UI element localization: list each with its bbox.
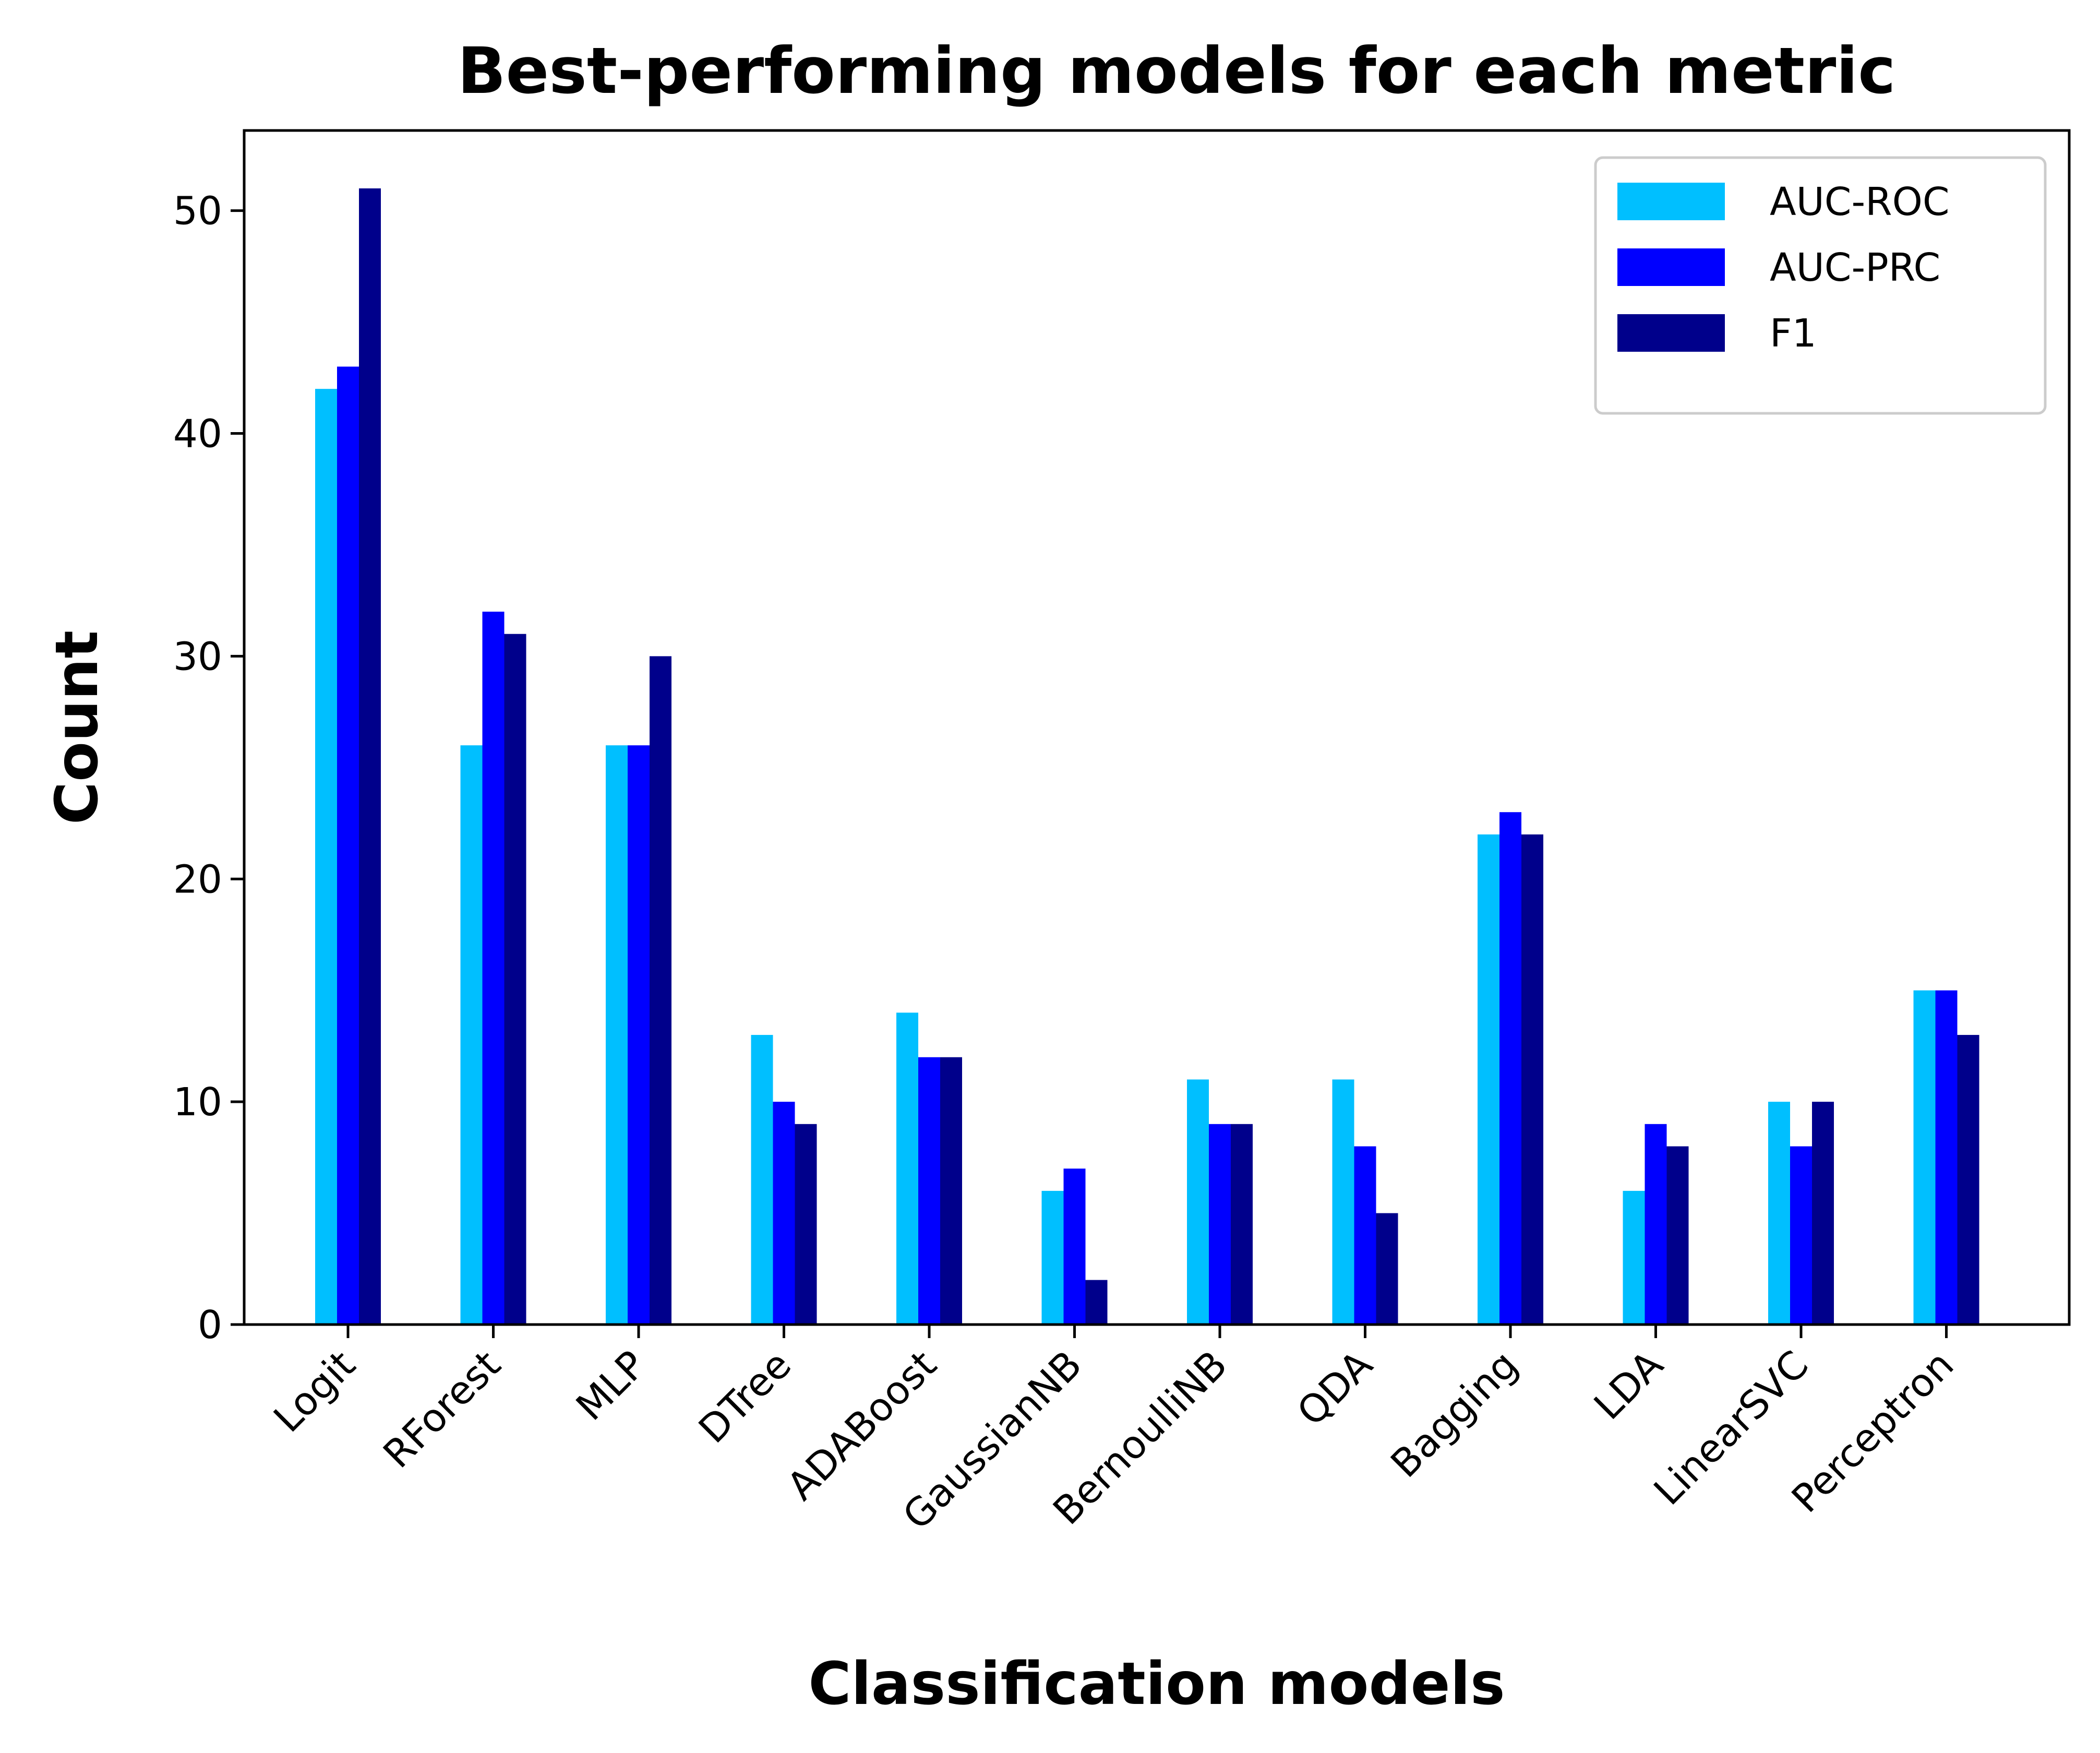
x-tick-label: Logit bbox=[265, 1342, 364, 1441]
plot-frame bbox=[243, 129, 2071, 1326]
bar-lda-f1 bbox=[1666, 1146, 1689, 1325]
bar-linearsvc-auc-roc bbox=[1768, 1102, 1790, 1325]
legend-swatch bbox=[1617, 314, 1725, 352]
y-tick-label: 40 bbox=[173, 412, 222, 457]
bar-logit-auc-prc bbox=[337, 366, 359, 1325]
bar-lda-auc-roc bbox=[1623, 1190, 1645, 1325]
bar-mlp-auc-prc bbox=[628, 745, 650, 1325]
bar-bagging-auc-prc bbox=[1499, 812, 1521, 1325]
bar-linearsvc-auc-prc bbox=[1790, 1146, 1812, 1325]
bar-bernoullinb-auc-prc bbox=[1209, 1124, 1231, 1325]
x-axis-label: Classification models bbox=[808, 1650, 1505, 1718]
bar-dtree-auc-roc bbox=[751, 1035, 773, 1325]
chart-title: Best-performing models for each metric bbox=[458, 34, 1896, 108]
x-axis: Logit RForest MLP DTreeADABoostGaussianNBBe… bbox=[265, 1325, 1962, 1539]
bar-bagging-auc-roc bbox=[1478, 834, 1499, 1325]
bars-layer bbox=[315, 188, 1979, 1325]
bar-rforest-auc-roc bbox=[460, 745, 483, 1325]
legend: AUC-ROC AUC-PRC F1 bbox=[1594, 156, 2047, 415]
y-tick-label: 10 bbox=[173, 1080, 222, 1125]
legend-label: F1 bbox=[1770, 311, 1817, 356]
x-tick-label: LDA bbox=[1586, 1342, 1672, 1428]
bar-gaussiannb-auc-prc bbox=[1063, 1168, 1086, 1325]
x-tick-label: QDA bbox=[1289, 1342, 1381, 1435]
bar-gaussiannb-auc-roc bbox=[1041, 1190, 1064, 1325]
legend-swatch bbox=[1617, 248, 1725, 286]
bar-qda-f1 bbox=[1376, 1213, 1398, 1325]
x-tick-label: MLP bbox=[568, 1342, 655, 1429]
bar-lda-auc-prc bbox=[1645, 1124, 1667, 1325]
bar-bernoullinb-auc-roc bbox=[1187, 1079, 1209, 1325]
bar-adaboost-auc-prc bbox=[918, 1057, 940, 1325]
y-axis-label: Count bbox=[43, 630, 111, 825]
bar-perceptron-auc-prc bbox=[1935, 990, 1958, 1325]
y-tick-label: 50 bbox=[173, 189, 222, 234]
legend-label: AUC-ROC bbox=[1770, 180, 1950, 224]
bar-mlp-f1 bbox=[650, 656, 671, 1325]
bar-dtree-auc-prc bbox=[773, 1102, 795, 1325]
y-axis: 0 10 20 30 40 50 bbox=[173, 189, 244, 1347]
bar-dtree-f1 bbox=[795, 1124, 817, 1325]
bar-qda-auc-prc bbox=[1354, 1146, 1376, 1325]
bar-adaboost-auc-roc bbox=[896, 1012, 918, 1325]
bar-rforest-f1 bbox=[504, 634, 526, 1325]
y-tick-label: 30 bbox=[173, 634, 222, 679]
x-tick-label: DTree bbox=[690, 1342, 800, 1452]
legend-label: AUC-PRC bbox=[1770, 245, 1940, 290]
bar-bagging-f1 bbox=[1521, 834, 1543, 1325]
bar-mlp-auc-roc bbox=[606, 745, 628, 1325]
bar-perceptron-f1 bbox=[1957, 1035, 1979, 1325]
legend-swatch bbox=[1617, 183, 1725, 220]
y-tick-label: 0 bbox=[198, 1303, 222, 1347]
x-tick-label: RForest bbox=[375, 1342, 509, 1477]
bar-logit-auc-roc bbox=[315, 389, 337, 1325]
bar-bernoullinb-f1 bbox=[1231, 1124, 1253, 1325]
bar-perceptron-auc-roc bbox=[1913, 990, 1936, 1325]
bar-adaboost-f1 bbox=[940, 1057, 962, 1325]
bar-linearsvc-f1 bbox=[1812, 1102, 1834, 1325]
bar-gaussiannb-f1 bbox=[1085, 1280, 1108, 1325]
x-tick-label: Bagging bbox=[1383, 1342, 1527, 1486]
bar-rforest-auc-prc bbox=[482, 612, 505, 1325]
bar-logit-f1 bbox=[359, 188, 381, 1325]
y-tick-label: 20 bbox=[173, 857, 222, 902]
bar-qda-auc-roc bbox=[1332, 1079, 1354, 1325]
